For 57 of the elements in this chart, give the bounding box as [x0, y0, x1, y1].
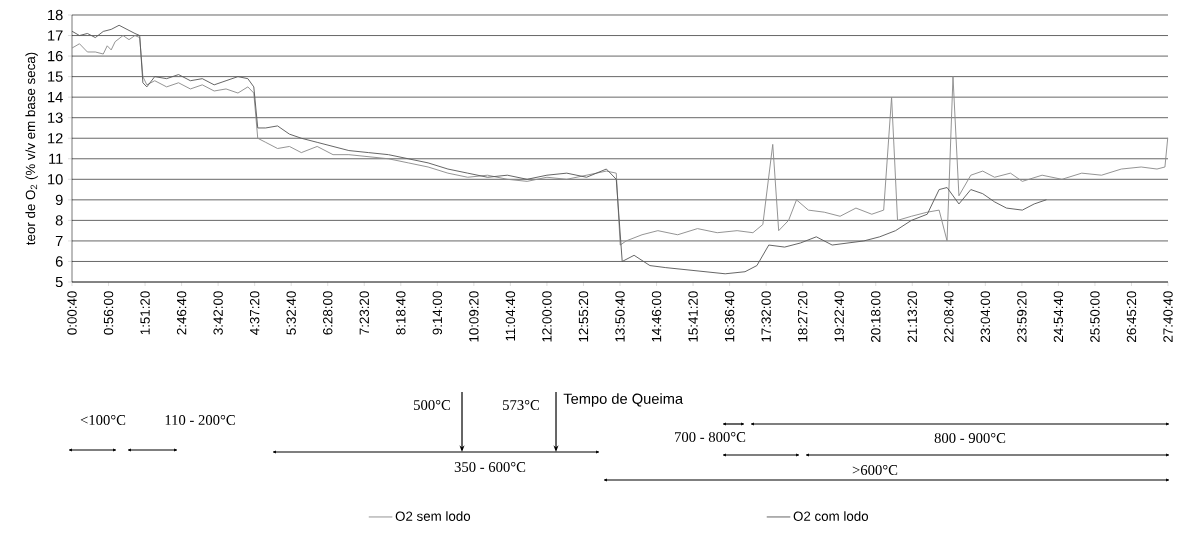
x-tick-label: 25:50:00 — [1090, 291, 1100, 342]
text: 800 - 900°C — [934, 433, 1006, 443]
text: 350 - 600°C — [454, 462, 526, 472]
y-tick-label: 7 — [55, 235, 63, 246]
y-axis-title: teor de O$_{2}$ (% v/v em base seca) — [25, 52, 38, 245]
y-tick-label: 13 — [48, 112, 63, 123]
x-tick-label: 11:04:40 — [505, 291, 516, 341]
x-tick-label: 10:09:20 — [469, 291, 479, 342]
x-tick-label: 23:59:20 — [1017, 291, 1027, 342]
x-tick-label: 9:14:00 — [432, 291, 443, 335]
x-tick-label: 19:22:40 — [834, 291, 844, 342]
text: 110 - 200°C — [165, 415, 235, 425]
x-tick-label: 21:13:20 — [907, 291, 917, 342]
y-tick-label: 17 — [48, 30, 63, 41]
text: Tempo de Queima — [563, 393, 684, 407]
x-tick-label: 12:00:00 — [542, 291, 552, 342]
x-tick-label: 17:32:00 — [761, 291, 771, 342]
y-tick-label: 6 — [55, 256, 63, 267]
x-tick-label: 1:51:20 — [140, 291, 150, 335]
x-tick-label: 20:18:00 — [871, 291, 881, 342]
y-tick-label: 9 — [55, 194, 63, 206]
x-tick-label: 26:45:20 — [1126, 291, 1137, 342]
y-tick-label: 12 — [48, 133, 63, 144]
x-tick-label: 0:00:40 — [67, 291, 77, 335]
y-tick-label: 5 — [55, 276, 63, 288]
x-tick-label: 13:50:40 — [615, 291, 625, 342]
y-tick-label: 10 — [48, 174, 63, 185]
text: 700 - 800°C — [675, 432, 746, 442]
x-tick-label: 5:32:40 — [286, 291, 296, 335]
x-tick-label: 23:04:00 — [980, 291, 991, 342]
y-tick-label: 18 — [48, 9, 63, 21]
y-tick-label: 14 — [48, 92, 63, 103]
x-tick-label: 7:23:20 — [359, 291, 369, 335]
y-tick-label: 15 — [48, 71, 63, 82]
x-tick-label: 22:08:40 — [944, 291, 954, 342]
x-tick-label: 16:36:40 — [724, 291, 735, 342]
y-tick-label: 8 — [55, 215, 63, 226]
x-tick-label: 8:18:40 — [396, 291, 406, 335]
x-tick-label: 12:55:20 — [578, 291, 589, 342]
text: <100°C — [80, 415, 126, 425]
legend-label: O2 sem lodo — [395, 511, 471, 521]
x-tick-label: 18:27:20 — [797, 291, 808, 342]
legend-label: O2 com lodo — [793, 511, 869, 521]
text: 500°C — [414, 400, 451, 410]
text: >600°C — [852, 465, 898, 475]
x-tick-label: 27:40:40 — [1163, 291, 1173, 342]
x-tick-label: 2:46:40 — [176, 291, 187, 335]
x-tick-label: 0:56:00 — [103, 291, 114, 335]
x-tick-label: 6:28:00 — [323, 291, 333, 335]
x-tick-label: 3:42:00 — [213, 291, 223, 335]
y-tick-label: 16 — [48, 50, 63, 62]
x-tick-label: 15:41:20 — [688, 291, 698, 342]
y-tick-label: 11 — [49, 153, 63, 164]
x-tick-label: 4:37:20 — [249, 291, 260, 335]
text: 573°C — [503, 400, 540, 410]
x-tick-label: 14:46:00 — [651, 291, 662, 342]
x-tick-label: 24:54:40 — [1053, 291, 1064, 342]
